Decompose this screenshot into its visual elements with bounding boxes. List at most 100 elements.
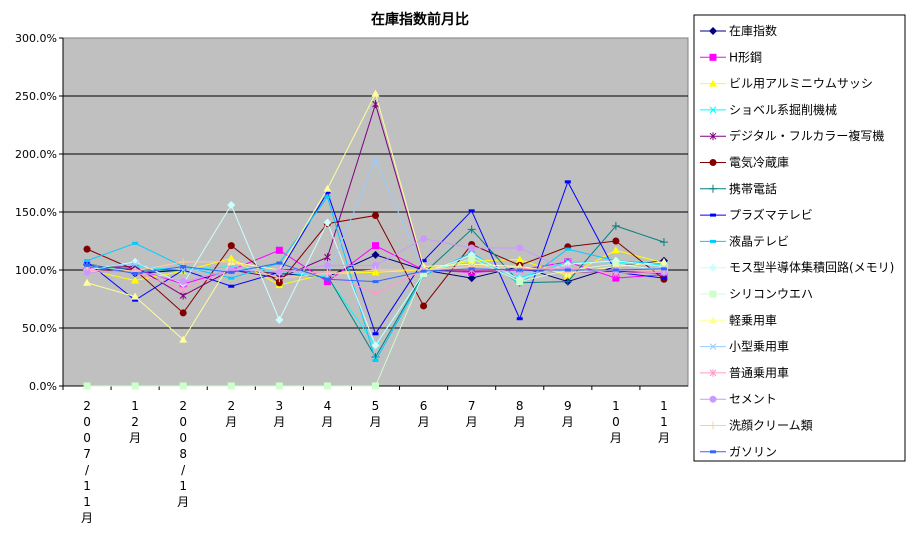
data-point: [275, 246, 283, 254]
data-point: [611, 246, 620, 254]
data-point: [276, 261, 283, 265]
data-point: [131, 382, 139, 390]
legend-label: ショベル系掘削機械: [729, 102, 837, 117]
data-point: [275, 315, 284, 324]
data-point: [275, 274, 284, 283]
data-point: [83, 245, 91, 253]
data-point: [372, 211, 379, 219]
data-point: [564, 247, 571, 251]
legend-marker: [709, 159, 717, 166]
y-tick-label: 200.0%: [15, 148, 57, 161]
legend-marker: [709, 53, 717, 61]
data-point: [371, 341, 380, 350]
legend-item: ショベル系掘削機械: [700, 102, 837, 117]
data-point: [275, 279, 283, 287]
data-point: [228, 276, 235, 280]
data-point: [516, 268, 523, 272]
data-point: [179, 309, 187, 317]
legend-marker: [710, 213, 716, 217]
legend-item: 普通乗用車: [700, 366, 789, 380]
legend-label: デジタル・フルカラー複写機: [729, 128, 884, 143]
data-point: [563, 277, 572, 286]
x-tick-label: 2 0 0 7/1 1 月: [81, 399, 93, 525]
legend-item: 在庫指数: [700, 23, 777, 38]
data-point: [179, 257, 188, 266]
y-tick-label: 150.0%: [15, 206, 57, 219]
data-point: [132, 271, 139, 275]
legend-marker: [709, 343, 717, 350]
data-point: [228, 284, 235, 288]
legend-marker: [709, 263, 717, 272]
legend-label: 液晶テレビ: [729, 233, 789, 248]
data-point: [179, 285, 187, 294]
data-point: [612, 237, 620, 245]
data-point: [83, 268, 91, 276]
legend-item: プラズマテレビ: [700, 207, 813, 222]
legend-label: プラズマテレビ: [729, 207, 813, 222]
legend-label: セメント: [729, 392, 777, 406]
data-point: [516, 244, 524, 252]
data-point: [371, 266, 380, 274]
legend-item: 軽乗用車: [700, 313, 777, 327]
y-tick-label: 100.0%: [15, 264, 57, 277]
data-point: [660, 276, 667, 280]
data-point: [83, 382, 91, 390]
data-point: [179, 382, 187, 390]
data-point: [372, 289, 379, 298]
legend-label: H形鋼: [729, 50, 762, 64]
legend-label: ビル用アルミニウムサッシ: [729, 77, 873, 91]
data-point: [515, 255, 524, 263]
chart-title: 在庫指数前月比: [371, 11, 469, 28]
data-point: [659, 238, 668, 247]
data-point: [323, 184, 332, 192]
legend-label: シリコンウエハ: [729, 287, 813, 301]
data-point: [659, 257, 668, 265]
data-point: [132, 241, 139, 245]
legend-item: ガソリン: [700, 445, 777, 459]
data-point: [612, 268, 619, 272]
data-point: [324, 190, 331, 194]
data-point: [612, 274, 620, 282]
legend-item: 液晶テレビ: [700, 233, 789, 248]
y-tick-label: 0.0%: [29, 380, 57, 393]
data-point: [323, 261, 331, 269]
legend-item: デジタル・フルカラー複写機: [700, 128, 884, 143]
legend-item: セメント: [700, 392, 777, 406]
data-point: [372, 358, 379, 362]
legend-marker: [709, 106, 717, 114]
data-point: [420, 302, 428, 310]
data-point: [180, 265, 187, 269]
data-point: [228, 270, 235, 274]
legend-marker: [709, 290, 717, 298]
data-point: [468, 244, 476, 252]
data-point: [372, 242, 379, 250]
legend-marker: [709, 368, 717, 377]
data-point: [179, 278, 187, 286]
data-point: [84, 263, 91, 267]
data-point: [516, 317, 523, 321]
legend-item: シリコンウエハ: [700, 287, 813, 301]
data-point: [516, 278, 524, 286]
y-tick-label: 50.0%: [22, 322, 57, 335]
data-point: [131, 292, 140, 300]
legend-item: 洗顔クリーム類: [700, 418, 813, 433]
legend-item: 携帯電話: [700, 181, 777, 196]
series-17: [84, 261, 667, 284]
legend-item: モス型半導体集積回路(メモリ): [700, 260, 894, 275]
legend-marker: [709, 132, 717, 141]
data-point: [323, 269, 332, 278]
data-point: [372, 261, 379, 269]
y-tick-label: 250.0%: [15, 90, 57, 103]
data-point: [371, 250, 380, 259]
data-point: [564, 180, 571, 184]
legend-marker: [709, 79, 717, 87]
